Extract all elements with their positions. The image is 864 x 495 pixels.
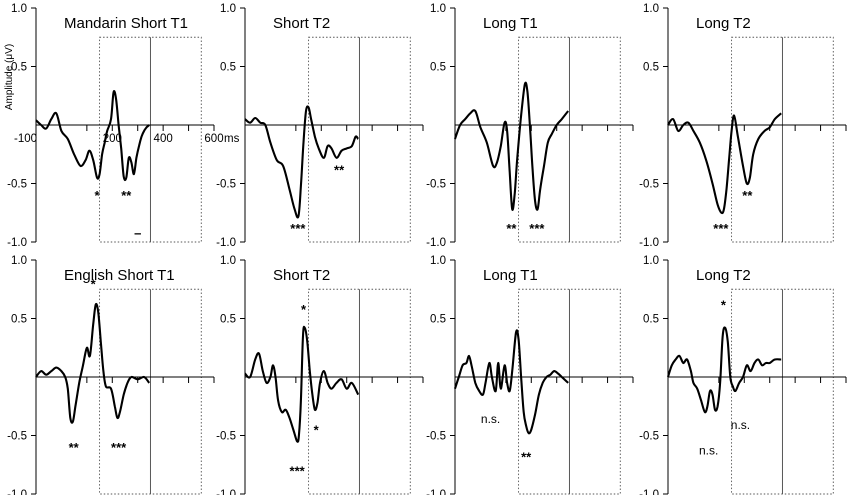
panel-title: Long T1 [483, 267, 538, 284]
y-tick-label: -0.5 [426, 179, 446, 191]
x-tick-label: 600 [204, 133, 223, 145]
y-tick-label: -0.5 [7, 179, 27, 191]
x-tick-label: -100 [14, 133, 37, 145]
waveform-line [667, 112, 782, 215]
y-tick-label: 0.5 [220, 314, 236, 326]
waveform-line [454, 81, 570, 211]
significance-label: *** [111, 440, 127, 455]
y-tick-label: 1.0 [643, 3, 659, 15]
y-tick-label: -1.0 [426, 237, 446, 249]
ns-label: n.s. [481, 412, 500, 426]
y-tick-label: -0.5 [216, 431, 236, 443]
panel-title: Short T2 [273, 15, 330, 32]
significance-label: * [91, 276, 97, 291]
significance-label: ** [506, 221, 517, 236]
significance-label: * [94, 188, 100, 203]
y-tick-label: 1.0 [11, 3, 27, 15]
y-tick-label: -1.0 [7, 237, 27, 249]
y-tick-label: 1.0 [430, 3, 446, 15]
panel-title: English Short T1 [64, 267, 175, 284]
y-tick-label: -1.0 [7, 489, 27, 495]
significance-label: ** [121, 188, 132, 203]
panel-title: Mandarin Short T1 [64, 15, 188, 32]
significance-label: ** [521, 450, 532, 465]
y-axis-label: Amplitude (μV) [4, 44, 15, 110]
panel-title: Long T2 [696, 15, 751, 32]
y-tick-label: 1.0 [643, 255, 659, 267]
y-tick-label: -1.0 [426, 489, 446, 495]
significance-label: ** [334, 162, 345, 177]
y-tick-label: -0.5 [7, 431, 27, 443]
y-tick-label: 1.0 [430, 255, 446, 267]
ns-label: n.s. [699, 444, 718, 458]
waveform-line [666, 326, 782, 414]
y-tick-label: 1.0 [220, 255, 236, 267]
significance-label: – [134, 226, 141, 241]
y-tick-label: -1.0 [639, 237, 659, 249]
significance-label: * [721, 297, 727, 312]
y-tick-label: 0.5 [430, 314, 446, 326]
panel-title: Long T1 [483, 15, 538, 32]
x-tick-label: 200 [103, 133, 122, 145]
significance-label: *** [290, 221, 306, 236]
panel-title: Long T2 [696, 267, 751, 284]
waveform-line [244, 105, 359, 219]
y-tick-label: 1.0 [220, 3, 236, 15]
waveform-line [244, 325, 360, 443]
y-tick-label: -0.5 [216, 179, 236, 191]
y-tick-label: 0.5 [11, 314, 27, 326]
significance-label: * [301, 302, 307, 317]
y-tick-label: 0.5 [643, 314, 659, 326]
significance-label: *** [713, 221, 729, 236]
y-tick-label: 0.5 [11, 62, 27, 74]
y-tick-label: -1.0 [216, 237, 236, 249]
significance-label: ** [742, 188, 753, 203]
x-unit-label: ms [224, 133, 240, 145]
significance-label: * [314, 423, 320, 438]
panel-7: 1.0 0.5 -0.5 -1.0 Long T1 n.s. ** [426, 255, 634, 495]
y-tick-label: 1.0 [11, 255, 27, 267]
panel-8: 1.0 0.5 -0.5 -1.0 Long T2 * n.s. n.s. [639, 255, 847, 495]
x-tick-label: 400 [154, 133, 173, 145]
y-tick-label: 0.5 [430, 62, 446, 74]
significance-label: *** [290, 464, 306, 479]
significance-label: *** [529, 221, 545, 236]
y-tick-label: -0.5 [639, 431, 659, 443]
waveform-line [35, 90, 150, 182]
panel-1: 1.0 0.5 -0.5 -1.0 -100 200 400 600 ms Mandarin Sh… [4, 3, 240, 249]
y-tick-label: -0.5 [639, 179, 659, 191]
significance-label: ** [69, 440, 80, 455]
waveform-line [453, 329, 569, 435]
y-tick-label: -1.0 [639, 489, 659, 495]
waveform-line [35, 302, 151, 424]
ns-label: n.s. [731, 418, 750, 432]
y-tick-label: -0.5 [426, 431, 446, 443]
y-tick-label: 0.5 [643, 62, 659, 74]
panel-title: Short T2 [273, 267, 330, 284]
y-tick-label: -1.0 [216, 489, 236, 495]
y-tick-label: 0.5 [220, 62, 236, 74]
